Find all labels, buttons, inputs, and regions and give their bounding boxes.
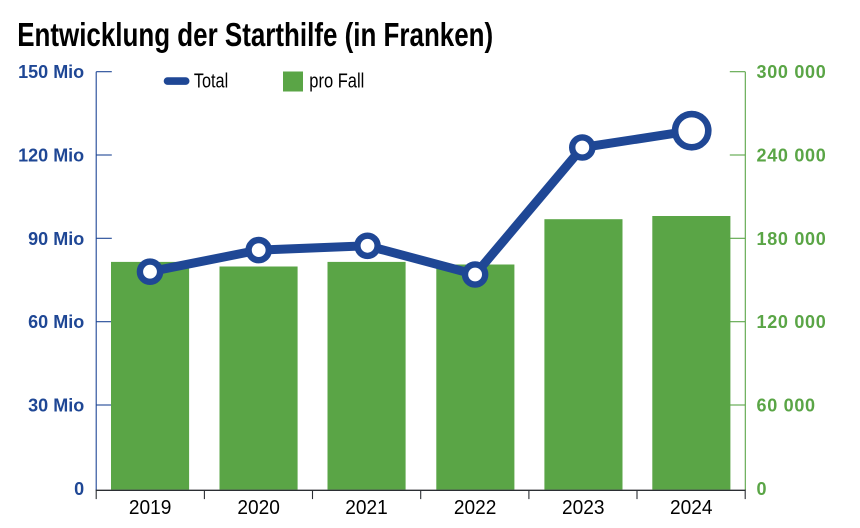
svg-text:90 Mio: 90 Mio — [28, 229, 84, 249]
svg-text:30 Mio: 30 Mio — [28, 396, 84, 416]
svg-text:Entwicklung der Starthilfe (in: Entwicklung der Starthilfe (in Franken) — [17, 16, 493, 53]
svg-text:60 Mio: 60 Mio — [28, 312, 84, 332]
svg-text:Total: Total — [194, 71, 228, 93]
svg-text:0: 0 — [757, 479, 768, 499]
svg-text:2022: 2022 — [454, 496, 497, 519]
svg-text:2021: 2021 — [345, 496, 388, 519]
svg-text:180 000: 180 000 — [757, 229, 827, 249]
svg-text:0: 0 — [74, 479, 84, 499]
svg-text:pro Fall: pro Fall — [309, 71, 364, 93]
svg-text:300 000: 300 000 — [757, 62, 827, 82]
svg-text:2024: 2024 — [670, 496, 713, 519]
svg-text:120 Mio: 120 Mio — [18, 146, 84, 166]
svg-text:120 000: 120 000 — [757, 312, 827, 332]
svg-text:2020: 2020 — [237, 496, 280, 519]
svg-text:60 000: 60 000 — [757, 396, 816, 416]
svg-text:2019: 2019 — [129, 496, 172, 519]
svg-text:2023: 2023 — [562, 496, 605, 519]
svg-text:150 Mio: 150 Mio — [18, 62, 84, 82]
svg-text:240 000: 240 000 — [757, 146, 827, 166]
